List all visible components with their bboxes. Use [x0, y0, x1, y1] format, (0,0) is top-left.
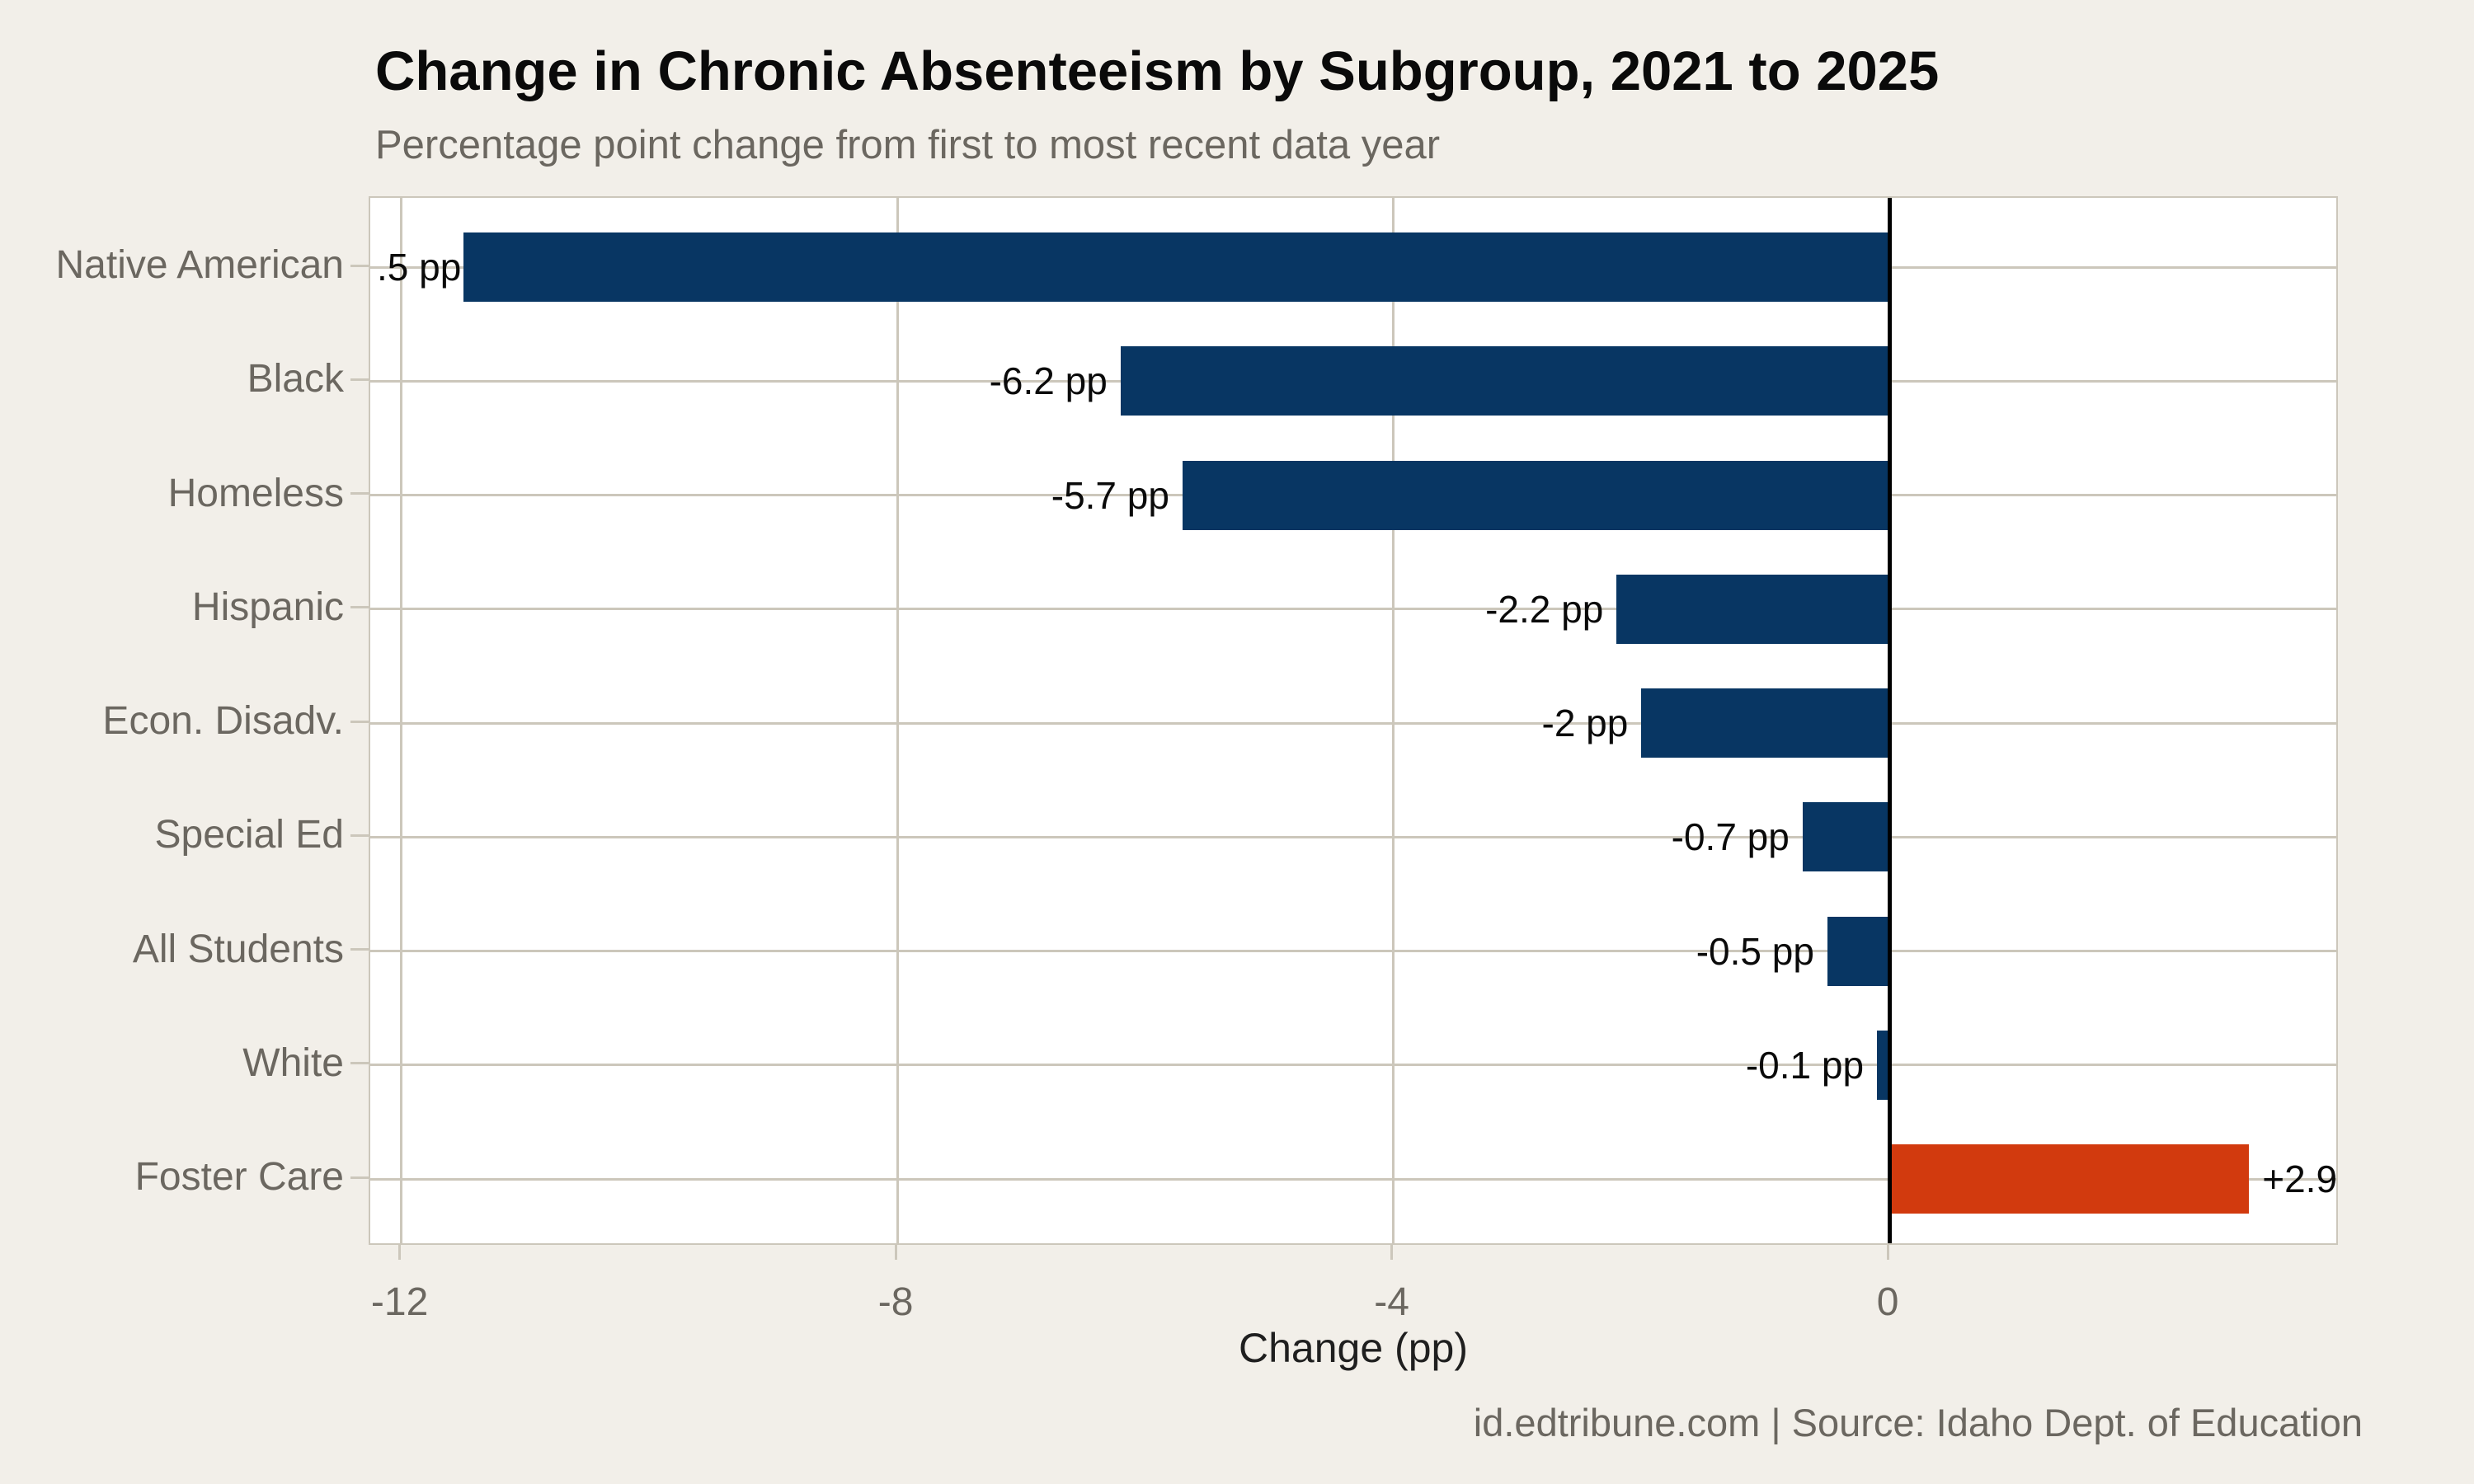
bar-value-label-white: -0.1 pp [1745, 1043, 1865, 1087]
row-tick-homeless [350, 492, 369, 495]
bar-value-label-econ-disadv: -2 pp [1541, 702, 1629, 744]
row-tick-foster-care [350, 1176, 369, 1179]
category-label-black: Black [247, 357, 344, 402]
row-tick-econ-disadv [350, 720, 369, 723]
category-label-foster-care: Foster Care [134, 1155, 344, 1199]
x-tick-label--8: -8 [877, 1280, 914, 1324]
row-gridline-all-students [370, 950, 2336, 952]
category-label-native-american: Native American [55, 243, 344, 287]
bar-white [1877, 1030, 1890, 1100]
bar-value-label-homeless: -5.7 pp [1051, 473, 1169, 517]
x-tick-mark--8 [894, 1245, 897, 1260]
x-tick-mark--12 [398, 1245, 402, 1260]
category-label-all-students: All Students [132, 927, 344, 971]
bar-value-label-hispanic: -2.2 pp [1485, 587, 1604, 631]
x-tick-label--4: -4 [1374, 1280, 1409, 1324]
row-gridline-foster-care [370, 1177, 2336, 1181]
footer-credit: id.edtribune.com | Source: Idaho Dept. o… [1473, 1401, 2363, 1444]
row-tick-white [350, 1062, 369, 1065]
row-gridline-special-ed [370, 835, 2336, 838]
chart-title: Change in Chronic Absenteeism by Subgrou… [375, 40, 1940, 102]
row-gridline-hispanic [370, 608, 2336, 611]
category-label-econ-disadv: Econ. Disadv. [102, 699, 344, 743]
bar-foster-care [1889, 1144, 2250, 1214]
bar-all-students [1827, 916, 1890, 986]
row-gridline-white [370, 1064, 2336, 1067]
bar-hispanic [1616, 574, 1890, 644]
x-tick-mark--4 [1390, 1245, 1394, 1260]
category-label-homeless: Homeless [167, 471, 344, 515]
bar-special-ed [1802, 802, 1890, 872]
category-label-hispanic: Hispanic [191, 585, 344, 629]
category-label-special-ed: Special Ed [154, 813, 344, 857]
x-axis-title: Change (pp) [1239, 1325, 1468, 1371]
x-gridline--4 [1392, 198, 1395, 1243]
x-gridline--12 [400, 198, 403, 1243]
plot-area: .5 pp -6.2 pp -5.7 pp -2.2 pp -2 pp -0.7 pp -0… [369, 196, 2338, 1245]
zero-axis-line [1887, 198, 1892, 1243]
bar-homeless [1182, 460, 1890, 530]
row-tick-special-ed [350, 834, 369, 837]
row-gridline-econ-disadv [370, 721, 2336, 725]
bar-value-label-all-students: -0.5 pp [1696, 929, 1814, 973]
chart-subtitle: Percentage point change from first to mo… [375, 123, 1441, 167]
bar-value-label-native-american: .5 pp [377, 246, 462, 289]
bar-native-american [463, 232, 1890, 302]
x-tick-label--12: -12 [370, 1280, 429, 1324]
category-label-white: White [242, 1040, 344, 1085]
bar-value-label-black: -6.2 pp [989, 359, 1108, 403]
bar-value-label-special-ed: -0.7 pp [1671, 815, 1790, 859]
bar-value-label-foster-care: +2.9 [2262, 1158, 2338, 1200]
bar-econ-disadv [1641, 688, 1890, 758]
x-tick-mark-0 [1886, 1245, 1889, 1260]
row-tick-hispanic [350, 606, 369, 609]
row-tick-all-students [350, 948, 369, 951]
bar-black [1120, 346, 1890, 416]
row-tick-native-american [350, 264, 369, 267]
row-tick-black [350, 378, 369, 381]
x-gridline--8 [896, 198, 899, 1243]
x-tick-label-0: 0 [1876, 1280, 1899, 1324]
